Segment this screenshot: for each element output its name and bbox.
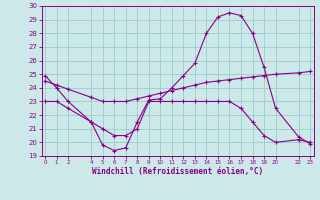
X-axis label: Windchill (Refroidissement éolien,°C): Windchill (Refroidissement éolien,°C) bbox=[92, 167, 263, 176]
